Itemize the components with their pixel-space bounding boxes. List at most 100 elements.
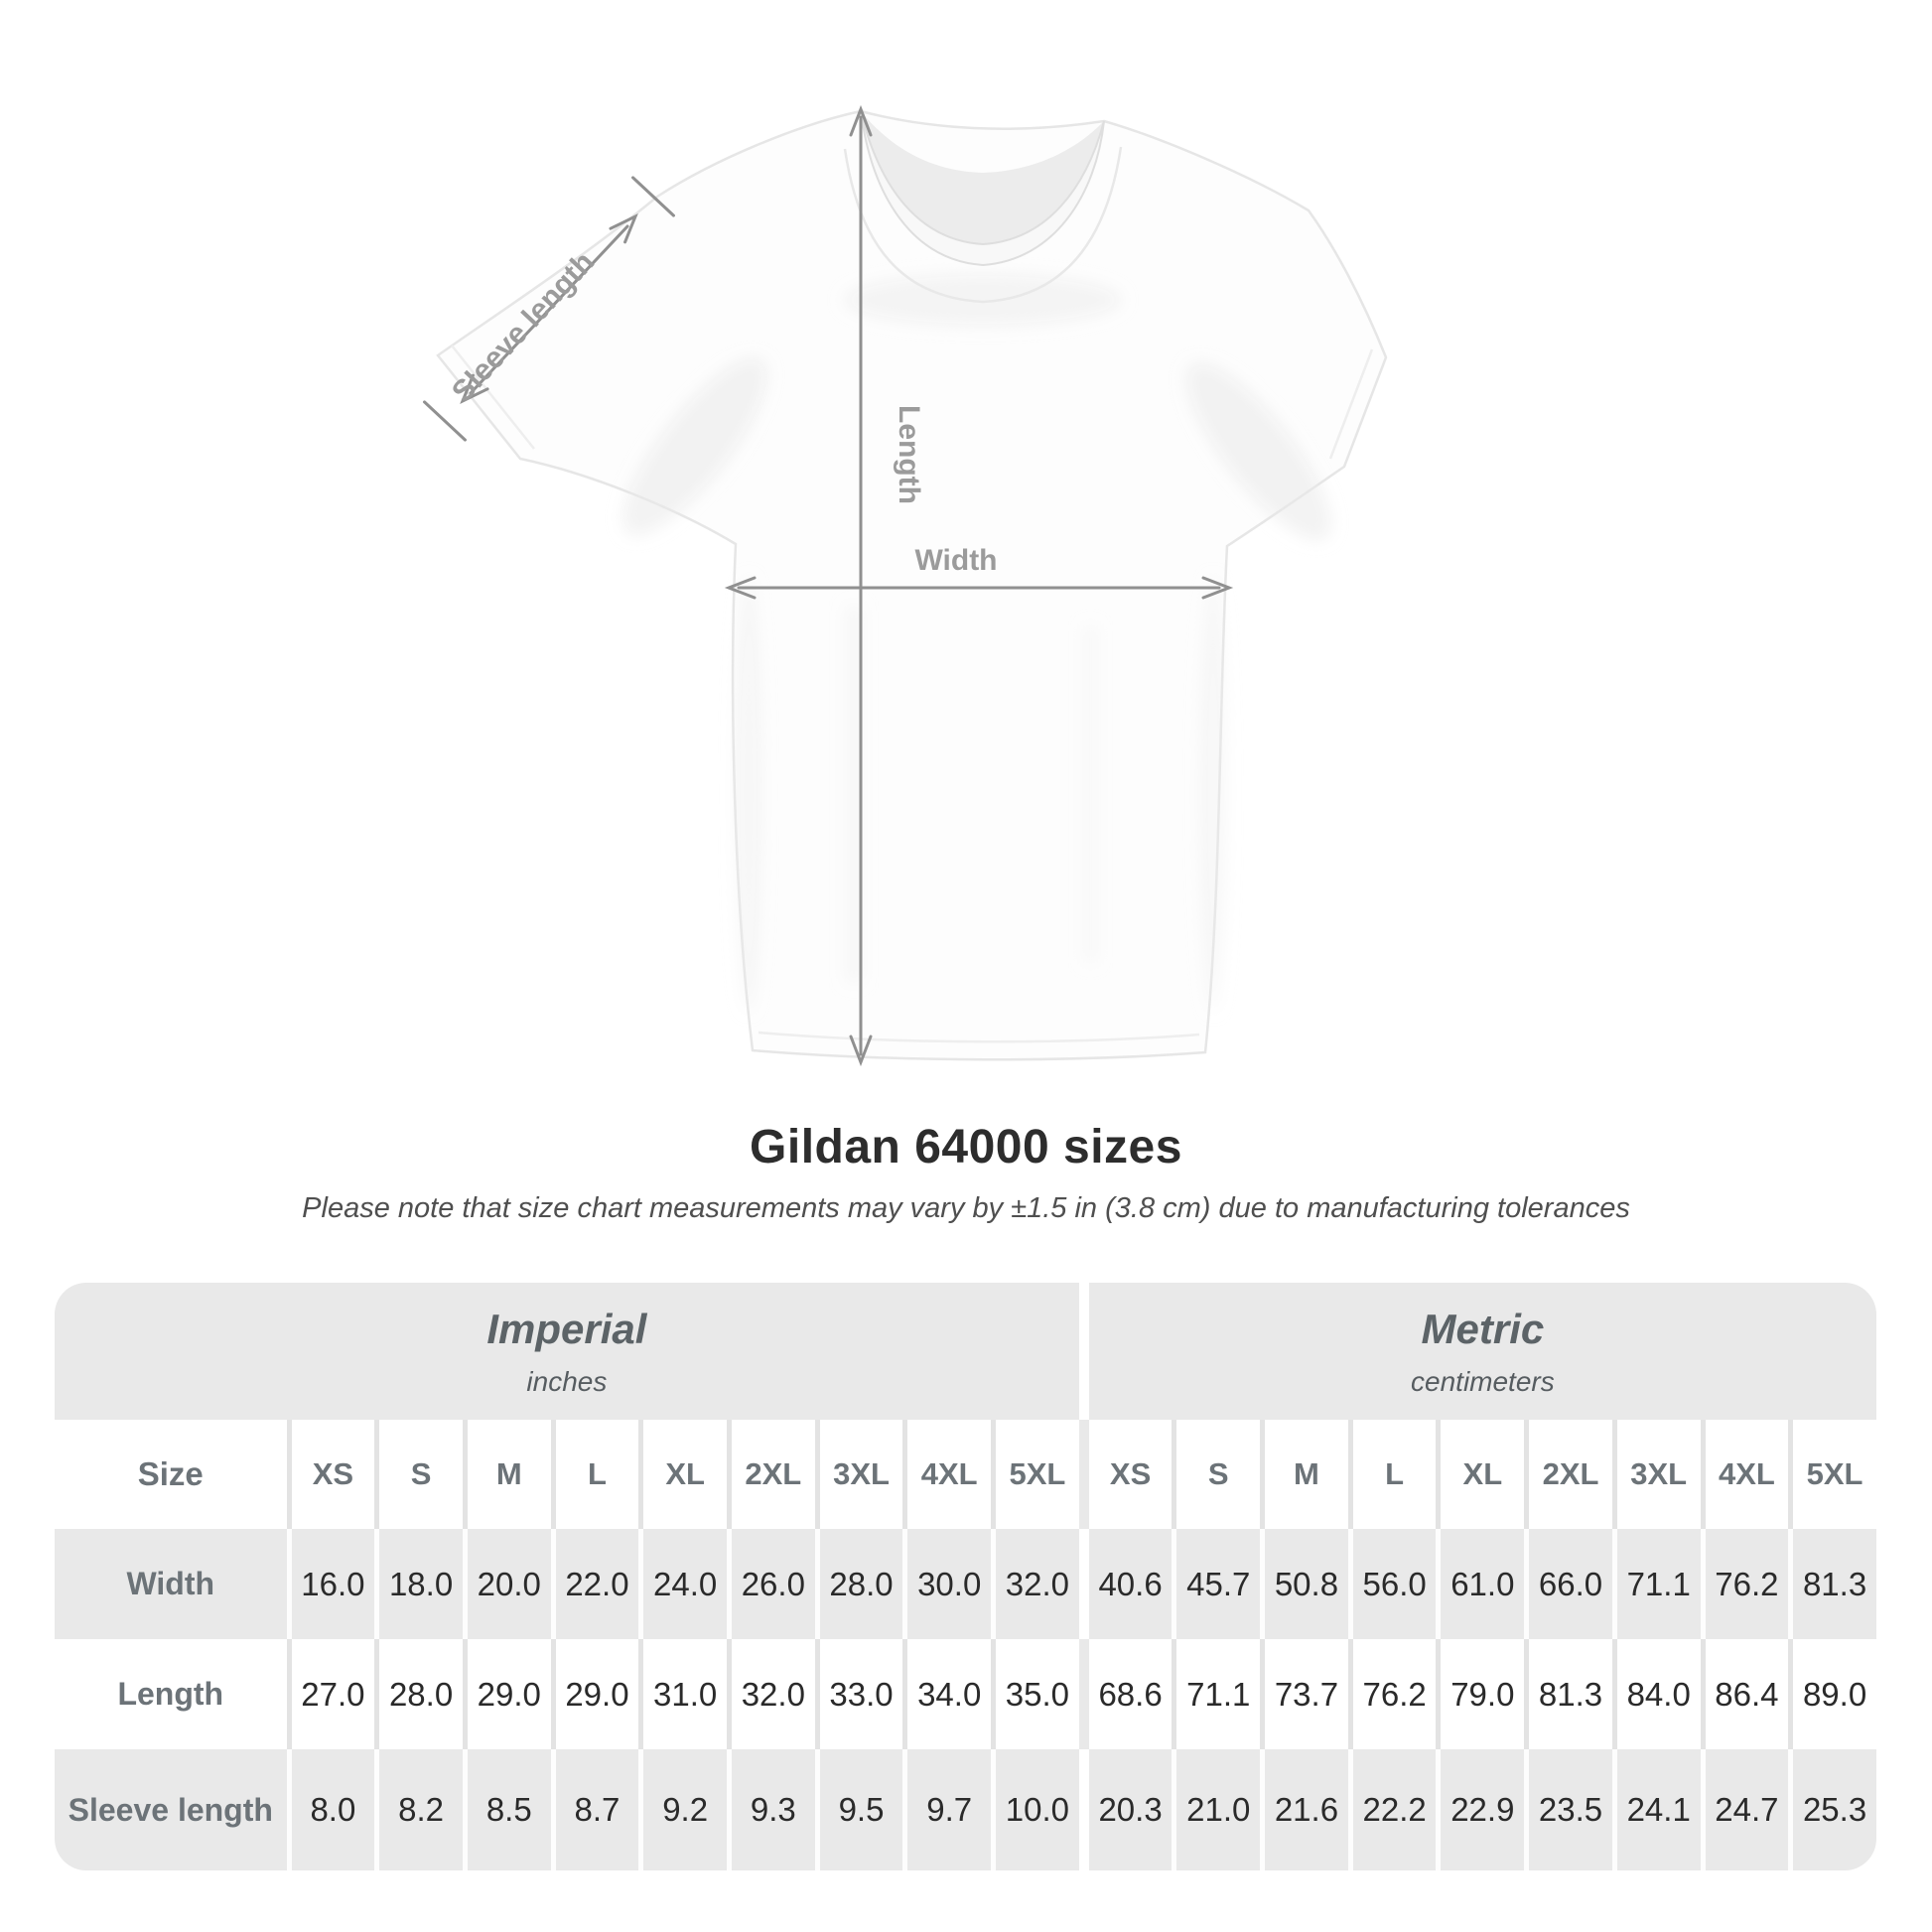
measurement-cell: 28.0 (819, 1529, 908, 1639)
measurement-cell: 68.6 (1088, 1639, 1177, 1749)
measurement-lines (423, 104, 1234, 1067)
size-header-metric-5xl: 5XL (1793, 1420, 1876, 1529)
size-header-row: Size XS S M L XL 2XL 3XL 4XL 5XL XS S M L XL 2XL 3XL 4XL… (55, 1420, 1876, 1529)
width-label: Width (914, 544, 997, 577)
size-header-metric-3xl: 3XL (1616, 1420, 1706, 1529)
table-row-sleeve-length: Sleeve length 8.0 8.2 8.5 8.7 9.2 9.3 9.5 9.7 10.… (55, 1749, 1876, 1870)
imperial-unit-label: inches (526, 1365, 608, 1397)
page-subtitle: Please note that size chart measurements… (302, 1192, 1630, 1224)
imperial-group-header: Imperial inches (55, 1283, 1079, 1420)
measurement-cell: 21.6 (1265, 1749, 1353, 1870)
measurement-cell: 22.0 (555, 1529, 644, 1639)
size-header-imperial-xs: XS (291, 1420, 380, 1529)
size-header-imperial-4xl: 4XL (907, 1420, 997, 1529)
measurement-cell: 71.1 (1176, 1639, 1266, 1749)
measurement-cell: 20.0 (467, 1529, 556, 1639)
size-column-header: Size (55, 1420, 292, 1529)
collar (843, 110, 1123, 304)
measurement-cell: 8.0 (291, 1749, 380, 1870)
page-title: Gildan 64000 sizes (750, 1121, 1182, 1173)
measurement-cell: 29.0 (467, 1639, 556, 1749)
measurement-cell: 18.0 (379, 1529, 468, 1639)
measurement-cell: 9.3 (731, 1749, 820, 1870)
size-header-metric-2xl: 2XL (1529, 1420, 1617, 1529)
metric-label: Metric (1421, 1305, 1545, 1352)
measurement-cell: 10.0 (996, 1749, 1089, 1870)
metric-group-header: Metric centimeters (1088, 1283, 1876, 1420)
seam-lines (451, 345, 1374, 1043)
measurement-cell: 28.0 (379, 1639, 468, 1749)
measurement-cell: 71.1 (1616, 1529, 1706, 1639)
size-header-metric-xs: XS (1088, 1420, 1177, 1529)
measurement-cell: 16.0 (291, 1529, 380, 1639)
row-label: Width (55, 1529, 292, 1639)
measurement-cell: 29.0 (555, 1639, 644, 1749)
size-header-imperial-m: M (467, 1420, 556, 1529)
measurement-cell: 32.0 (731, 1639, 820, 1749)
size-table: Imperial inches Metric centimeters Size … (55, 1283, 1876, 1870)
measurement-cell: 50.8 (1265, 1529, 1353, 1639)
measurement-cell: 26.0 (731, 1529, 820, 1639)
measurement-cell: 9.7 (907, 1749, 997, 1870)
measurement-cell: 22.9 (1441, 1749, 1530, 1870)
measurement-cell: 30.0 (907, 1529, 997, 1639)
tshirt-measurement-diagram: Sleeve length Length Width (423, 104, 1388, 1067)
measurement-cell: 40.6 (1088, 1529, 1177, 1639)
measurement-cell: 31.0 (643, 1639, 732, 1749)
measurement-cell: 24.7 (1705, 1749, 1794, 1870)
size-header-metric-s: S (1176, 1420, 1266, 1529)
measurement-cell: 45.7 (1176, 1529, 1266, 1639)
row-label: Sleeve length (55, 1749, 292, 1870)
size-header-metric-m: M (1265, 1420, 1353, 1529)
measurement-cell: 21.0 (1176, 1749, 1266, 1870)
table-row-length: Length 27.0 28.0 29.0 29.0 31.0 32.0 33.0 34.0 35… (55, 1639, 1876, 1749)
size-header-metric-l: L (1352, 1420, 1442, 1529)
title-block: Gildan 64000 sizes Please note that size… (0, 1120, 1932, 1225)
length-label: Length (893, 405, 925, 504)
measurement-cell: 76.2 (1352, 1639, 1442, 1749)
measurement-cell: 79.0 (1441, 1639, 1530, 1749)
size-header-metric-4xl: 4XL (1705, 1420, 1794, 1529)
measurement-cell: 73.7 (1265, 1639, 1353, 1749)
measurement-cell: 20.3 (1088, 1749, 1177, 1870)
measurement-cell: 81.3 (1793, 1529, 1876, 1639)
measurement-cell: 84.0 (1616, 1639, 1706, 1749)
table-group-header-row: Imperial inches Metric centimeters (55, 1283, 1876, 1420)
measurement-cell: 56.0 (1352, 1529, 1442, 1639)
size-header-imperial-2xl: 2XL (731, 1420, 820, 1529)
size-header-imperial-3xl: 3XL (819, 1420, 908, 1529)
group-divider (1078, 1283, 1089, 1420)
measurement-cell: 9.5 (819, 1749, 908, 1870)
size-header-imperial-l: L (555, 1420, 644, 1529)
measurement-cell: 22.2 (1352, 1749, 1442, 1870)
measurement-cell: 76.2 (1705, 1529, 1794, 1639)
size-header-imperial-5xl: 5XL (996, 1420, 1089, 1529)
measurement-cell: 8.2 (379, 1749, 468, 1870)
measurement-cell: 66.0 (1529, 1529, 1617, 1639)
size-header-metric-xl: XL (1441, 1420, 1530, 1529)
row-label: Length (55, 1639, 292, 1749)
measurement-cell: 89.0 (1793, 1639, 1876, 1749)
measurement-cell: 8.5 (467, 1749, 556, 1870)
measurement-cell: 27.0 (291, 1639, 380, 1749)
table-row-width: Width 16.0 18.0 20.0 22.0 24.0 26.0 28.0 30.0 32.… (55, 1529, 1876, 1639)
measurement-cell: 32.0 (996, 1529, 1089, 1639)
size-header-imperial-s: S (379, 1420, 468, 1529)
imperial-label: Imperial (486, 1305, 647, 1352)
measurement-cell: 24.0 (643, 1529, 732, 1639)
metric-unit-label: centimeters (1411, 1365, 1555, 1397)
measurement-cell: 33.0 (819, 1639, 908, 1749)
measurement-cell: 61.0 (1441, 1529, 1530, 1639)
measurement-cell: 23.5 (1529, 1749, 1617, 1870)
measurement-cell: 8.7 (555, 1749, 644, 1870)
measurement-cell: 24.1 (1616, 1749, 1706, 1870)
measurement-cell: 34.0 (907, 1639, 997, 1749)
size-header-imperial-xl: XL (643, 1420, 732, 1529)
measurement-cell: 81.3 (1529, 1639, 1617, 1749)
measurement-cell: 86.4 (1705, 1639, 1794, 1749)
tshirt-outline (436, 109, 1388, 1061)
fabric-shading (622, 274, 1331, 1013)
measurement-cell: 35.0 (996, 1639, 1089, 1749)
measurement-cell: 25.3 (1793, 1749, 1876, 1870)
